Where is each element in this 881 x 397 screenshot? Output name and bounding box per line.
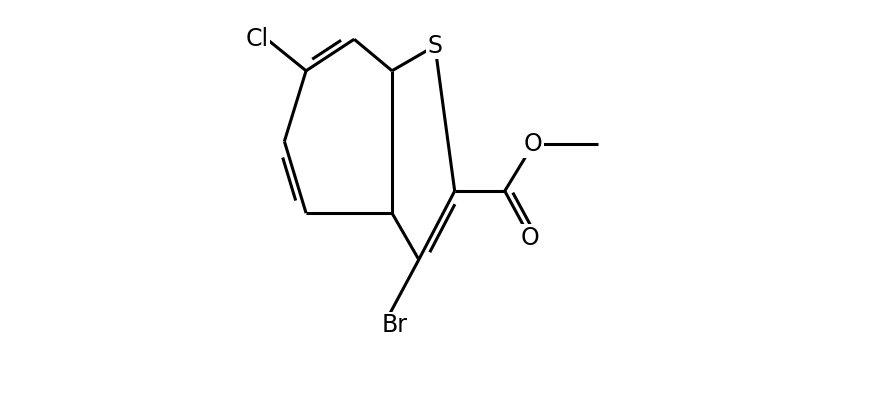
Text: Br: Br (381, 313, 408, 337)
Text: O: O (521, 225, 539, 250)
Text: Cl: Cl (246, 27, 269, 51)
Text: S: S (427, 34, 442, 58)
Text: O: O (524, 133, 543, 156)
